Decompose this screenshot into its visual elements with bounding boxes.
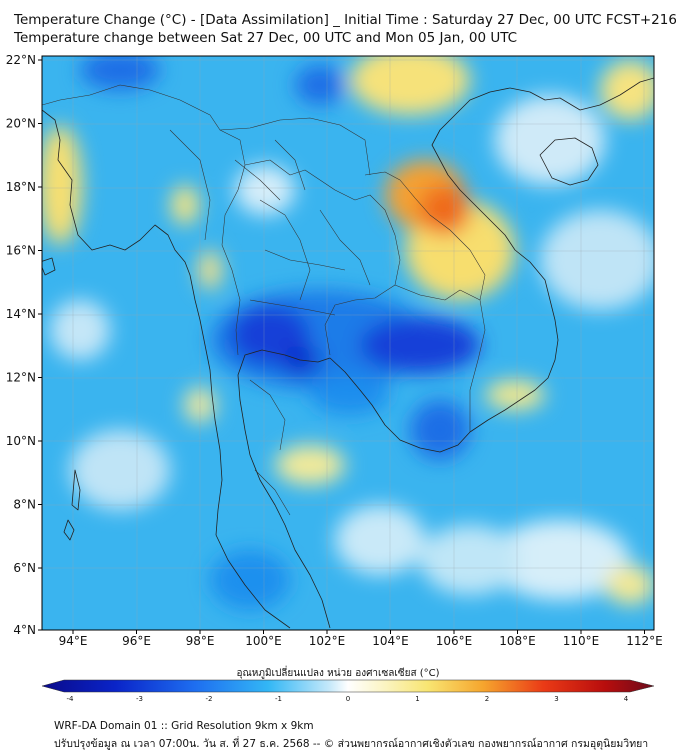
colorbar: -4 -3 -2 -1 0 1 2 3 4 <box>41 679 655 703</box>
colorbar-tick-label: -3 <box>136 695 143 703</box>
colorbar-title: อุณหภูมิเปลี่ยนแปลง หน่วย องศาเซลเซียส (… <box>236 668 440 679</box>
latitude-label: 8°N <box>13 498 36 512</box>
latitude-label: 20°N <box>6 117 36 131</box>
colorbar-gradient <box>41 679 655 693</box>
longitude-label: 108°E <box>499 634 536 648</box>
colorbar-tick-label: -4 <box>67 695 75 703</box>
longitude-label: 94°E <box>59 634 88 648</box>
colorbar-tick-label: -2 <box>206 695 213 703</box>
longitude-label: 96°E <box>122 634 151 648</box>
graticule <box>42 56 654 630</box>
longitude-label: 98°E <box>186 634 215 648</box>
borders <box>42 84 486 516</box>
latitude-label: 10°N <box>6 434 36 448</box>
footer-update-info: ปรับปรุงข้อมูล ณ เวลา 07:00น. วัน ส. ที่… <box>54 738 649 750</box>
latitude-ticks: 22°N 20°N 18°N 16°N 14°N 12°N 10°N 8°N 6°N 4°N <box>6 53 42 637</box>
longitude-ticks: 94°E 96°E 98°E 100°E 102°E 104°E 106°E 108°E 110… <box>59 630 663 648</box>
colorbar-tick-label: 2 <box>485 695 489 703</box>
temperature-change-map: 22°N 20°N 18°N 16°N 14°N 12°N 10°N 8°N 6°N 4°N 94… <box>6 53 663 648</box>
longitude-label: 110°E <box>563 634 600 648</box>
colorbar-tick-label: -1 <box>275 695 282 703</box>
latitude-label: 18°N <box>6 180 36 194</box>
longitude-label: 100°E <box>245 634 282 648</box>
colorbar-tick-label: 0 <box>346 695 350 703</box>
latitude-label: 6°N <box>13 561 36 575</box>
temperature-field <box>42 56 654 630</box>
map-title: Temperature Change (°C) - [Data Assimila… <box>14 12 676 28</box>
longitude-label: 112°E <box>626 634 663 648</box>
latitude-label: 12°N <box>6 371 36 385</box>
coastlines <box>42 77 654 629</box>
colorbar-ticks: -4 -3 -2 -1 0 1 2 3 4 <box>67 695 629 703</box>
longitude-label: 106°E <box>436 634 473 648</box>
map-frame <box>41 55 655 631</box>
map-subtitle: Temperature change between Sat 27 Dec, 0… <box>14 30 518 46</box>
latitude-label: 16°N <box>6 244 36 258</box>
latitude-label: 22°N <box>6 53 36 67</box>
longitude-label: 104°E <box>372 634 409 648</box>
footer-model-info: WRF-DA Domain 01 :: Grid Resolution 9km … <box>54 720 314 732</box>
longitude-label: 102°E <box>309 634 346 648</box>
latitude-label: 14°N <box>6 307 36 321</box>
colorbar-tick-label: 4 <box>624 695 629 703</box>
latitude-label: 4°N <box>13 623 36 637</box>
colorbar-tick-label: 3 <box>554 695 558 703</box>
colorbar-tick-label: 1 <box>415 695 419 703</box>
